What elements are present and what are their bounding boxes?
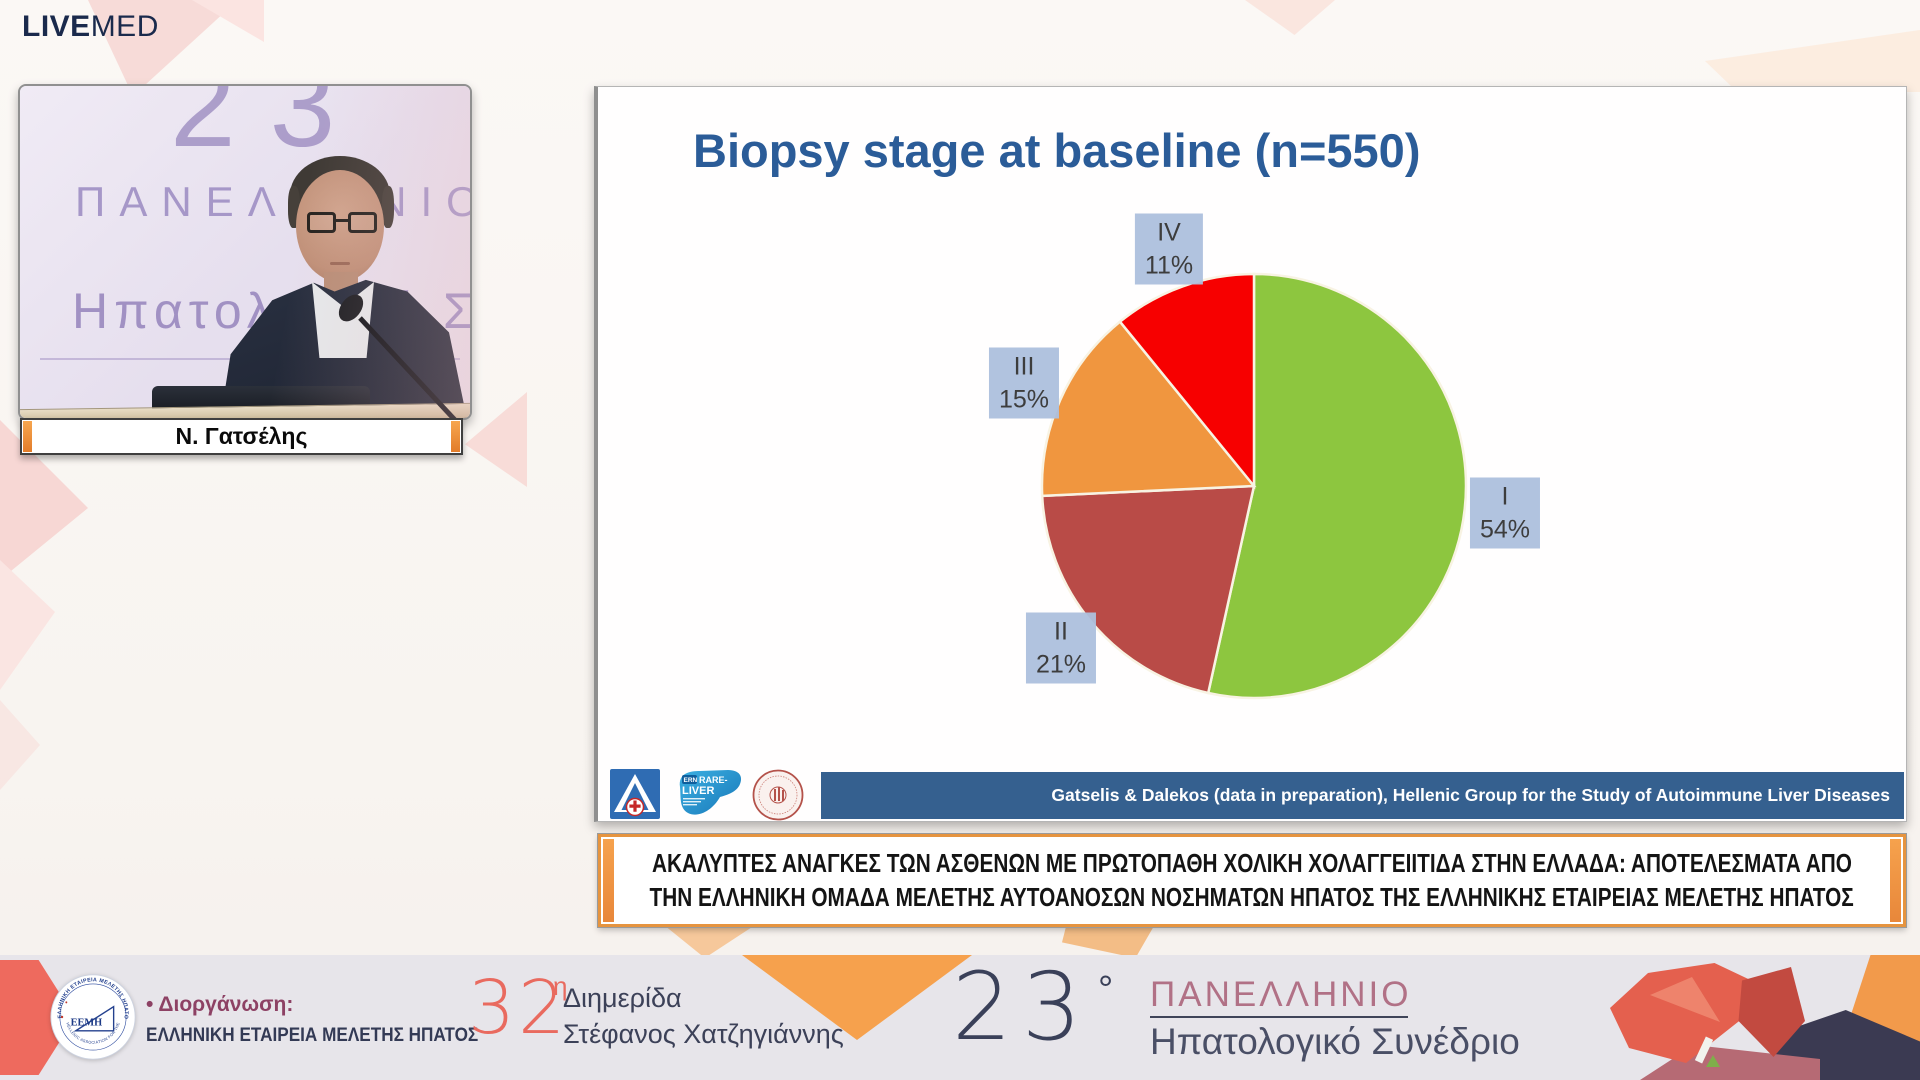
event1-number: 32 xyxy=(468,965,569,1051)
attribution-text: Gatselis & Dalekos (data in preparation)… xyxy=(1051,785,1890,805)
speaker-mouth xyxy=(330,262,350,265)
banner-line-1: ΑΚΑΛΥΠΤΕΣ ΑΝΑΓΚΕΣ ΤΩΝ ΑΣΘΕΝΩΝ ΜΕ ΠΡΩΤΟΠΑ… xyxy=(652,848,1853,878)
pie-chart-svg xyxy=(1040,272,1468,700)
nameplate-orange-strip xyxy=(23,421,32,452)
livemed-logo-live: LIVE xyxy=(22,10,91,43)
decorative-triangle xyxy=(465,392,527,487)
event1-subtitle: Στέφανος Χατζηγιάννης xyxy=(563,1019,844,1049)
decorative-triangle xyxy=(0,700,40,790)
stage-light-tint xyxy=(20,86,470,418)
glasses-lens xyxy=(307,212,336,233)
banner-line-2: ΤΗΝ ΕΛΛΗΝΙΚΗ ΟΜΑΔΑ ΜΕΛΕΤΗΣ ΑΥΤΟΑΝΟΣΩΝ ΝΟ… xyxy=(649,882,1855,912)
pie-label-IV: IV 11% xyxy=(1134,213,1204,285)
nameplate-orange-strip xyxy=(451,421,460,452)
livemed-logo: LIVEMED xyxy=(22,10,159,44)
presentation-slide: Biopsy stage at baseline (n=550) I 54% II 2… xyxy=(594,86,1907,822)
pie-label-III: III 15% xyxy=(988,347,1060,419)
organizer-name: ΕΛΛΗΝΙΚΗ ΕΤΑΙΡΕΙΑ ΜΕΛΕΤΗΣ ΗΠΑΤΟΣ xyxy=(146,1024,479,1046)
pie-slice-I xyxy=(1206,272,1468,700)
presentation-title-banner: ΑΚΑΛΥΠΤΕΣ ΑΝΑΓΚΕΣ ΤΩΝ ΑΣΘΕΝΩΝ ΜΕ ΠΡΩΤΟΠΑ… xyxy=(597,833,1907,928)
university-seal-logo xyxy=(752,769,804,821)
event2-title: ΠΑΝΕΛΛΗΝΙΟ xyxy=(1150,975,1412,1014)
event2-underline xyxy=(1150,1016,1408,1018)
backdrop-text-23: 23 xyxy=(170,86,369,174)
banner-orange-strip xyxy=(603,839,614,922)
pie-label-II: II 21% xyxy=(1025,612,1097,684)
speaker-hair xyxy=(382,186,394,228)
event1-title: Διημερίδα xyxy=(563,983,682,1013)
organizer-label: • Διοργάνωση: xyxy=(146,993,294,1016)
speaker-name: Ν. Γατσέλης xyxy=(175,423,308,449)
event1-superscript: η xyxy=(553,971,568,1001)
pie-chart: I 54% II 21% III 15% IV 11% xyxy=(598,87,1906,821)
conference-footer: ΕΛΛΗΝΙΚΗ ΕΤΑΙΡΕΙΑ ΜΕΛΕΤΗΣ ΗΠΑΤΟΣ HELLENI… xyxy=(0,955,1920,1080)
ern-tag: ERN xyxy=(684,777,698,784)
glasses-lens xyxy=(348,212,377,233)
event2-subtitle: Ηπατολογικό Συνέδριο xyxy=(1150,1021,1520,1062)
hospital-emblem-logo xyxy=(610,769,660,819)
ern-line1: RARE- xyxy=(699,775,728,785)
speaker-glasses xyxy=(307,212,377,234)
eemh-seal-logo: ΕΛΛΗΝΙΚΗ ΕΤΑΙΡΕΙΑ ΜΕΛΕΤΗΣ ΗΠΑΤΟΣ HELLENI… xyxy=(50,974,136,1060)
attribution-bar: Gatselis & Dalekos (data in preparation)… xyxy=(821,772,1904,819)
glasses-bridge xyxy=(334,219,350,222)
ern-rare-liver-logo: ERN RARE- LIVER xyxy=(670,765,746,821)
event2-superscript: ° xyxy=(1098,969,1114,1011)
event2-number: 23 xyxy=(952,955,1092,1062)
speaker-video-panel: 23 ΠΑΝΕΛΛΗΝΙΟ Ηπατολογικό Σ xyxy=(18,84,472,420)
microphone-icon xyxy=(338,294,457,418)
speaker-video-frame: 23 ΠΑΝΕΛΛΗΝΙΟ Ηπατολογικό Σ xyxy=(20,86,470,418)
pie-slice-IV xyxy=(1118,272,1256,490)
ern-line2: LIVER xyxy=(682,785,714,797)
backdrop-text-panellinio: ΠΑΝΕΛΛΗΝΙΟ xyxy=(75,178,470,226)
livemed-logo-med: MED xyxy=(90,10,159,43)
decorative-polygon xyxy=(1705,30,1920,92)
organizer-block: • Διοργάνωση: ΕΛΛΗΝΙΚΗ ΕΤΑΙΡΕΙΑ ΜΕΛΕΤΗΣ … xyxy=(146,993,524,1047)
speaker-nameplate: Ν. Γατσέλης xyxy=(20,418,463,455)
decorative-polygon xyxy=(1245,0,1335,35)
pie-slice-III xyxy=(1040,319,1257,498)
slide-title: Biopsy stage at baseline (n=550) xyxy=(693,124,1421,177)
decorative-triangle xyxy=(0,560,55,690)
seal-center-text: ΕΕΜΗ xyxy=(71,1018,103,1029)
pie-label-I: I 54% xyxy=(1469,477,1541,549)
banner-orange-strip xyxy=(1890,839,1901,922)
